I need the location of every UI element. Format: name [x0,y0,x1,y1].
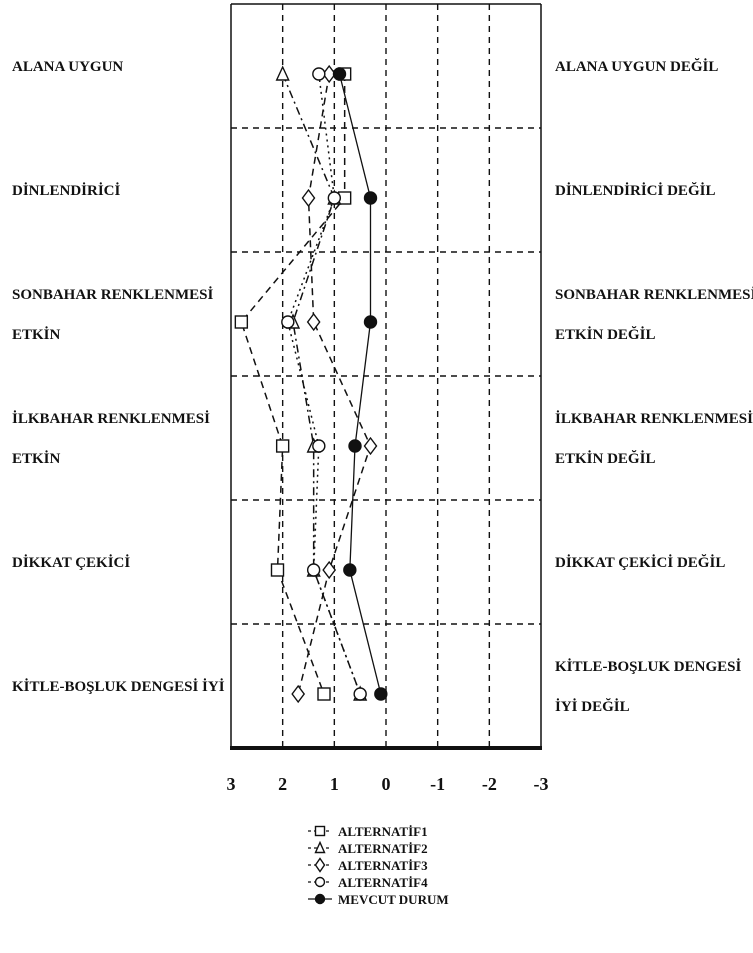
legend-item-label: ALTERNATİF2 [338,841,428,856]
series-3-point [303,190,315,206]
series-5-point [375,688,387,700]
series-1-point [272,564,284,576]
series-1-point [235,316,247,328]
x-tick-label: -3 [534,774,549,794]
legend: ALTERNATİF1 ALTERNATİF2 ALTERNATİF3 ALTERNA… [308,824,449,907]
row-labels: ALANA UYGUN ALANA UYGUN DEĞİL DİNLENDİRİCİ… [12,58,753,715]
series-5-point [365,316,377,328]
series-1-point [318,688,330,700]
right-row-label: ALANA UYGUN DEĞİL [555,58,718,75]
grid [231,4,541,748]
left-row-label: DİNLENDİRİCİ [12,182,121,199]
x-tick-label: 0 [382,774,391,794]
legend-item-label: ALTERNATİF3 [338,858,428,873]
left-row-label: ETKİN [12,450,61,467]
legend-marker [316,827,325,836]
right-row-label: ETKİN DEĞİL [555,326,655,343]
x-tick-label: -2 [482,774,497,794]
x-axis-ticks: 3 2 1 0 -1 -2 -3 [227,774,549,794]
series-2-line [283,74,361,694]
legend-marker [316,878,325,887]
x-tick-label: 1 [330,774,339,794]
legend-item-label: ALTERNATİF1 [338,824,428,839]
right-row-label: DİNLENDİRİCİ DEĞİL [555,182,715,199]
series-3-point [292,686,304,702]
legend-marker [316,859,325,872]
series-markers [235,66,387,702]
left-row-label: SONBAHAR RENKLENMESİ [12,286,213,303]
series-5-point [349,440,361,452]
series-1-point [277,440,289,452]
right-row-label: İLKBAHAR RENKLENMESİ [555,410,753,427]
left-row-label: KİTLE-BOŞLUK DENGESİ İYİ [12,678,225,695]
right-row-label: İYİ DEĞİL [555,698,630,715]
series-4-point [354,688,366,700]
series-2-point [277,67,289,80]
series-3-point [365,438,377,454]
series-5-point [365,192,377,204]
right-row-label: KİTLE-BOŞLUK DENGESİ [555,658,741,675]
series-3-point [308,314,320,330]
x-tick-label: 2 [278,774,287,794]
right-row-label: DİKKAT ÇEKİCİ DEĞİL [555,554,725,571]
series-lines [241,74,381,694]
x-tick-label: -1 [430,774,445,794]
series-4-line [288,74,360,694]
legend-marker [316,895,325,904]
series-4-point [313,68,325,80]
legend-item-label: MEVCUT DURUM [338,892,449,907]
left-row-label: İLKBAHAR RENKLENMESİ [12,410,210,427]
series-5-point [334,68,346,80]
series-4-point [282,316,294,328]
series-1-line [241,74,344,694]
series-4-point [328,192,340,204]
series-3-point [323,562,335,578]
series-5-line [340,74,381,694]
left-row-label: DİKKAT ÇEKİCİ [12,554,130,571]
x-tick-label: 3 [227,774,236,794]
left-row-label: ETKİN [12,326,61,343]
right-row-label: ETKİN DEĞİL [555,450,655,467]
series-5-point [344,564,356,576]
right-row-label: SONBAHAR RENKLENMESİ [555,286,753,303]
left-row-label: ALANA UYGUN [12,59,123,75]
series-4-point [313,440,325,452]
series-4-point [308,564,320,576]
legend-item-label: ALTERNATİF4 [338,875,428,890]
